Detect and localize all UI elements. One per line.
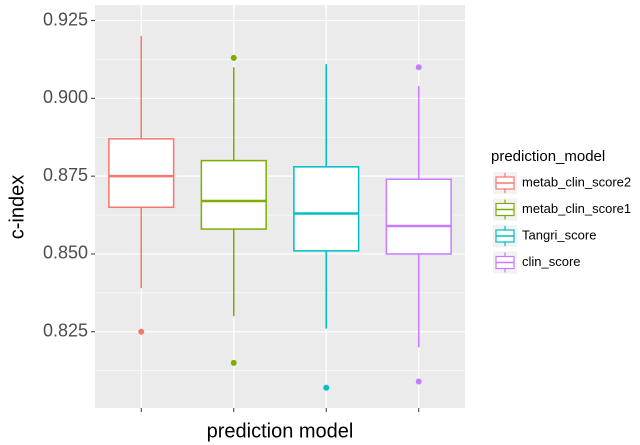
y-tick-label: 0.875 — [43, 165, 88, 185]
outlier — [323, 384, 330, 391]
y-tick-label: 0.825 — [43, 321, 88, 341]
box — [385, 178, 452, 255]
x-axis-title: prediction model — [207, 420, 354, 442]
outlier — [415, 64, 422, 71]
y-axis-title: c-index — [6, 175, 28, 239]
legend-title: prediction_model — [491, 148, 605, 165]
legend-label: metab_clin_score1 — [522, 201, 631, 216]
legend-label: clin_score — [522, 254, 581, 269]
box — [200, 159, 267, 230]
y-tick-label: 0.850 — [43, 243, 88, 263]
legend: metab_clin_score2 metab_clin_score1 Tangri… — [493, 172, 631, 274]
outlier — [415, 378, 422, 385]
legend-label: metab_clin_score2 — [522, 174, 631, 189]
y-tick-label: 0.925 — [43, 9, 88, 29]
outlier — [138, 328, 145, 335]
marks — [108, 36, 452, 391]
outlier — [230, 359, 237, 366]
y-tick-label: 0.900 — [43, 87, 88, 107]
outlier — [230, 54, 237, 61]
legend-label: Tangri_score — [522, 227, 596, 242]
box — [108, 138, 175, 209]
box — [293, 166, 360, 252]
